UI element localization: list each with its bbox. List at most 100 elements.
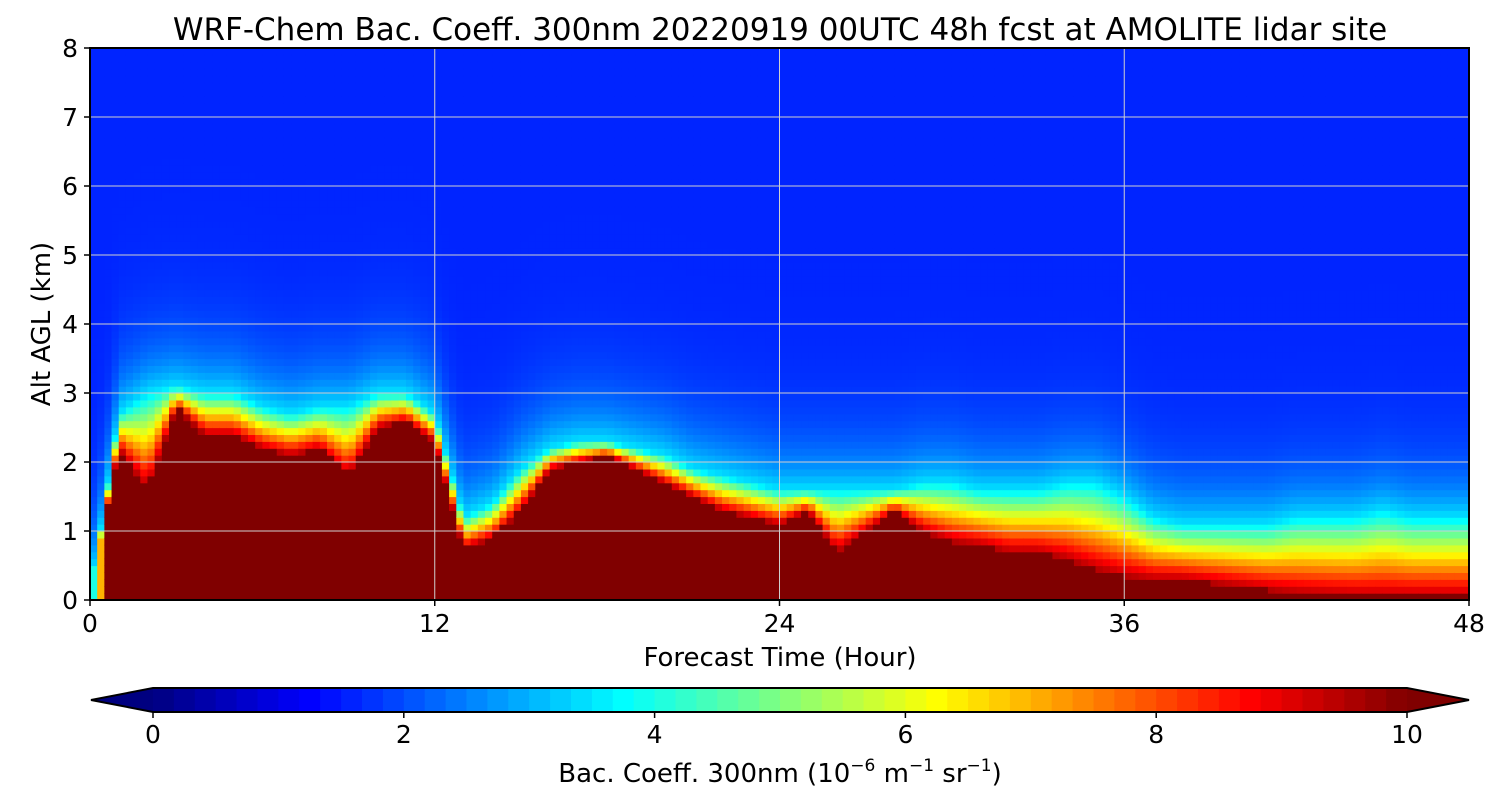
heatmap-cell bbox=[204, 213, 213, 222]
heatmap-cell bbox=[398, 268, 407, 277]
heatmap-cell bbox=[492, 448, 500, 456]
heatmap-cell bbox=[125, 489, 134, 498]
heatmap-cell bbox=[219, 220, 228, 228]
heatmap-cell bbox=[513, 213, 522, 222]
heatmap-cell bbox=[161, 82, 170, 90]
heatmap-cell bbox=[492, 282, 500, 291]
heatmap-cell bbox=[398, 103, 407, 111]
heatmap-cell bbox=[513, 199, 522, 208]
heatmap-cell bbox=[197, 448, 206, 456]
heatmap-cell bbox=[477, 227, 486, 235]
heatmap-cell bbox=[255, 586, 263, 594]
heatmap-cell bbox=[197, 199, 206, 208]
heatmap-cell bbox=[176, 68, 184, 77]
heatmap-cell bbox=[255, 379, 263, 387]
heatmap-cell bbox=[248, 441, 256, 449]
heatmap-cell bbox=[312, 54, 321, 63]
heatmap-cell bbox=[312, 96, 321, 104]
heatmap-cell bbox=[520, 434, 529, 442]
heatmap-cell bbox=[362, 531, 371, 539]
heatmap-cell bbox=[441, 344, 450, 353]
heatmap-cell bbox=[233, 372, 242, 380]
heatmap-cell bbox=[456, 289, 465, 297]
heatmap-cell bbox=[506, 158, 515, 166]
heatmap-cell bbox=[226, 572, 235, 580]
heatmap-cell bbox=[449, 317, 457, 325]
heatmap-cell bbox=[520, 54, 529, 63]
heatmap-cell bbox=[269, 234, 278, 242]
heatmap-cell bbox=[97, 130, 105, 139]
heatmap-cell bbox=[449, 261, 457, 270]
heatmap-cell bbox=[470, 110, 479, 118]
heatmap-cell bbox=[111, 565, 120, 573]
heatmap-cell bbox=[240, 565, 249, 573]
heatmap-cell bbox=[104, 89, 113, 97]
heatmap-cell bbox=[133, 448, 141, 456]
heatmap-cell bbox=[506, 386, 515, 394]
heatmap-cell bbox=[219, 386, 228, 394]
heatmap-cell bbox=[485, 344, 493, 353]
heatmap-cell bbox=[398, 248, 407, 256]
heatmap-cell bbox=[140, 117, 149, 125]
heatmap-cell bbox=[305, 427, 314, 435]
heatmap-cell bbox=[269, 413, 278, 422]
heatmap-cell bbox=[276, 427, 285, 435]
heatmap-cell bbox=[420, 68, 429, 77]
heatmap-cell bbox=[398, 227, 407, 235]
heatmap-cell bbox=[212, 227, 220, 235]
heatmap-cell bbox=[291, 241, 299, 249]
heatmap-cell bbox=[291, 462, 299, 470]
heatmap-cell bbox=[456, 427, 465, 435]
heatmap-cell bbox=[520, 61, 529, 70]
heatmap-cell bbox=[398, 199, 407, 208]
heatmap-cell bbox=[319, 558, 328, 567]
heatmap-cell bbox=[506, 558, 515, 567]
heatmap-cell bbox=[477, 503, 486, 511]
heatmap-cell bbox=[161, 413, 170, 422]
heatmap-cell bbox=[463, 510, 472, 518]
heatmap-cell bbox=[226, 199, 235, 208]
heatmap-cell bbox=[240, 358, 249, 366]
heatmap-cell bbox=[204, 365, 213, 373]
heatmap-cell bbox=[154, 413, 163, 422]
heatmap-cell bbox=[283, 544, 292, 553]
heatmap-cell bbox=[398, 503, 407, 511]
heatmap-cell bbox=[535, 393, 544, 401]
heatmap-cell bbox=[111, 379, 120, 387]
heatmap-cell bbox=[90, 393, 98, 401]
heatmap-cell bbox=[97, 324, 105, 332]
heatmap-cell bbox=[90, 455, 98, 463]
heatmap-cell bbox=[226, 475, 235, 484]
heatmap-cell bbox=[398, 96, 407, 104]
heatmap-cell bbox=[528, 330, 536, 339]
heatmap-cell bbox=[470, 344, 479, 353]
heatmap-cell bbox=[97, 455, 105, 463]
heatmap-cell bbox=[499, 289, 508, 297]
heatmap-cell bbox=[528, 110, 536, 118]
heatmap-cell bbox=[449, 61, 457, 70]
heatmap-cell bbox=[147, 462, 156, 470]
heatmap-cell bbox=[111, 468, 120, 477]
heatmap-cell bbox=[125, 241, 134, 249]
heatmap-cell bbox=[377, 75, 386, 84]
heatmap-cell bbox=[240, 379, 249, 387]
heatmap-cell bbox=[291, 358, 299, 366]
heatmap-cell bbox=[485, 165, 493, 173]
heatmap-cell bbox=[161, 165, 170, 173]
heatmap-cell bbox=[169, 317, 177, 325]
heatmap-cell bbox=[398, 192, 407, 201]
heatmap-cell bbox=[118, 275, 127, 284]
heatmap-cell bbox=[97, 434, 105, 442]
heatmap-cell bbox=[334, 144, 342, 153]
heatmap-cell bbox=[492, 379, 500, 387]
heatmap-cell bbox=[520, 282, 529, 291]
heatmap-cell bbox=[283, 586, 292, 594]
heatmap-cell bbox=[341, 420, 350, 429]
heatmap-cell bbox=[204, 496, 213, 504]
heatmap-cell bbox=[255, 475, 263, 484]
heatmap-cell bbox=[506, 475, 515, 484]
heatmap-cell bbox=[348, 427, 357, 435]
heatmap-cell bbox=[283, 130, 292, 139]
heatmap-cell bbox=[499, 455, 508, 463]
heatmap-cell bbox=[370, 317, 378, 325]
